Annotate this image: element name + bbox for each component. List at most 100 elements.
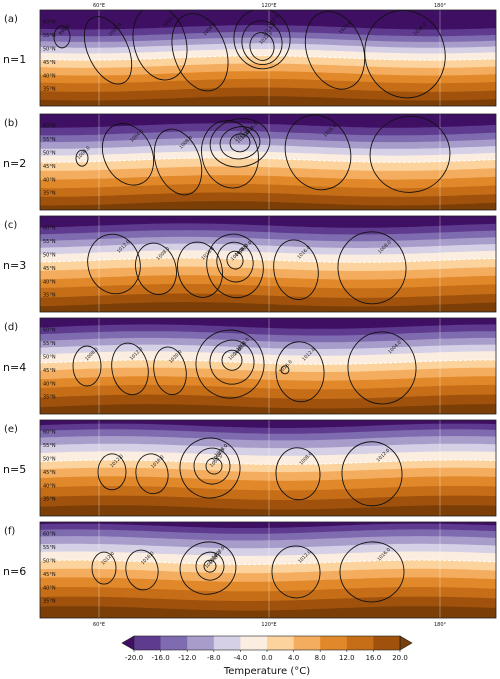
temperature-band bbox=[40, 37, 496, 49]
pressure-contour-line bbox=[83, 16, 133, 85]
bottom-longitude-label: 180° bbox=[434, 622, 447, 628]
latitude-label: 55°N bbox=[43, 33, 56, 39]
colorbar-min-extend bbox=[121, 635, 135, 651]
panel-letter: (b) bbox=[4, 118, 18, 129]
pressure-contour-line bbox=[72, 345, 102, 387]
latitude-label: 50°N bbox=[43, 456, 56, 462]
temperature-band bbox=[40, 96, 496, 106]
panel-letter: (a) bbox=[4, 14, 18, 25]
pressure-contour-line bbox=[219, 126, 261, 160]
latitude-label: 60°N bbox=[43, 124, 56, 130]
latitude-label: 40°N bbox=[43, 279, 56, 285]
zero-isotherm bbox=[40, 55, 496, 61]
panel-letter: (f) bbox=[4, 526, 15, 537]
pressure-contour-line bbox=[91, 551, 117, 585]
latitude-label: 35°N bbox=[43, 191, 56, 197]
pressure-contour-line bbox=[273, 239, 319, 301]
colorbar-segment bbox=[240, 636, 268, 650]
panel-label: n=1 bbox=[3, 53, 26, 66]
pressure-contour-line bbox=[179, 541, 237, 595]
colorbar-segment bbox=[267, 636, 294, 650]
pressure-contour-line bbox=[209, 339, 255, 385]
pressure-contour-line bbox=[135, 453, 169, 495]
pressure-contour-line bbox=[195, 329, 265, 399]
temperature-band bbox=[40, 43, 496, 55]
latitude-label: 60°N bbox=[43, 226, 56, 232]
latitude-label: 45°N bbox=[43, 572, 56, 578]
pressure-contour-line bbox=[369, 115, 451, 193]
pressure-contour-line bbox=[135, 242, 177, 295]
colorbar-segment bbox=[134, 636, 161, 650]
temperature-field bbox=[40, 114, 496, 210]
top-longitude-axis: 60°E 120°E 180° bbox=[93, 3, 447, 9]
pressure-contour-line bbox=[216, 241, 254, 283]
pressure-contour-line bbox=[153, 346, 187, 396]
panel-frame bbox=[39, 113, 497, 211]
pressure-contour-line bbox=[171, 13, 229, 92]
temperature-band bbox=[40, 25, 496, 37]
latitude-label: 50°N bbox=[43, 252, 56, 258]
panel-frame bbox=[39, 419, 497, 517]
latitude-label: 50°N bbox=[43, 354, 56, 360]
pressure-contour-line bbox=[75, 149, 89, 167]
pressure-contour-line bbox=[304, 11, 366, 90]
temperature-band bbox=[40, 31, 496, 43]
panel-1: 996.0 1000.01004.01008.01012.01016.01012.… bbox=[3, 9, 497, 107]
colorbar-title: Temperature (°C) bbox=[223, 666, 310, 677]
bottom-longitude-label: 60°E bbox=[93, 622, 105, 628]
colorbar-segment bbox=[213, 636, 241, 650]
colorbar-tick-label: 12.0 bbox=[339, 654, 355, 662]
latitude-label: 40°N bbox=[43, 73, 56, 79]
zero-isotherm bbox=[40, 359, 496, 365]
top-longitude-label: 60°E bbox=[93, 3, 105, 9]
colorbar-tick-label: -8.0 bbox=[207, 654, 221, 662]
pressure-contour-line bbox=[364, 10, 446, 99]
pressure-contour-line bbox=[280, 365, 290, 375]
pressure-contour-line bbox=[153, 128, 203, 196]
pressure-contour-line bbox=[241, 20, 283, 66]
colorbar-segment bbox=[293, 636, 321, 650]
panel-label: n=4 bbox=[3, 361, 26, 374]
colorbar-tick-label: 4.0 bbox=[288, 654, 299, 662]
pressure-contours: 996.0 1000.01004.01008.01012.01016.01012.… bbox=[53, 10, 446, 99]
bottom-longitude-label: 120°E bbox=[261, 622, 276, 628]
pressure-contour-line bbox=[205, 457, 223, 475]
colorbar-segment bbox=[346, 636, 374, 650]
latitude-label: 55°N bbox=[43, 137, 56, 143]
pressure-contour-line bbox=[206, 233, 264, 299]
latitude-label: 40°N bbox=[43, 483, 56, 489]
pressure-contour-line bbox=[226, 250, 244, 270]
pressure-contour-line bbox=[347, 331, 417, 405]
pressure-contour-line bbox=[177, 241, 223, 298]
latitude-label: 45°N bbox=[43, 266, 56, 272]
colorbar-tick-label: -20.0 bbox=[125, 654, 143, 662]
pressure-contour-line bbox=[271, 545, 321, 599]
temperature-band bbox=[40, 505, 496, 516]
pressure-contour-line bbox=[233, 10, 291, 70]
latitude-label: 45°N bbox=[43, 368, 56, 374]
latitude-label: 45°N bbox=[43, 470, 56, 476]
temperature-band bbox=[40, 404, 496, 414]
latitude-label: 60°N bbox=[43, 430, 56, 436]
panel-frame bbox=[39, 215, 497, 313]
pressure-contour-line bbox=[195, 551, 225, 581]
latitude-label: 55°N bbox=[43, 443, 56, 449]
colorbar-tick-label: 8.0 bbox=[315, 654, 326, 662]
temperature-band bbox=[40, 10, 496, 31]
pressure-contour-line bbox=[193, 447, 231, 485]
panel-label: n=2 bbox=[3, 157, 26, 170]
panel-label: n=6 bbox=[3, 565, 26, 578]
top-longitude-label: 180° bbox=[434, 3, 447, 9]
pressure-contour-line bbox=[221, 349, 243, 371]
latitude-label: 60°N bbox=[43, 328, 56, 334]
latitude-label: 50°N bbox=[43, 46, 56, 52]
pressure-contour-line bbox=[229, 133, 251, 153]
pressure-contour-line bbox=[284, 114, 352, 191]
zero-isotherm bbox=[40, 559, 496, 565]
pressure-contour-line bbox=[201, 120, 259, 189]
pressure-contour-line bbox=[203, 559, 217, 573]
temperature-band bbox=[40, 63, 496, 77]
